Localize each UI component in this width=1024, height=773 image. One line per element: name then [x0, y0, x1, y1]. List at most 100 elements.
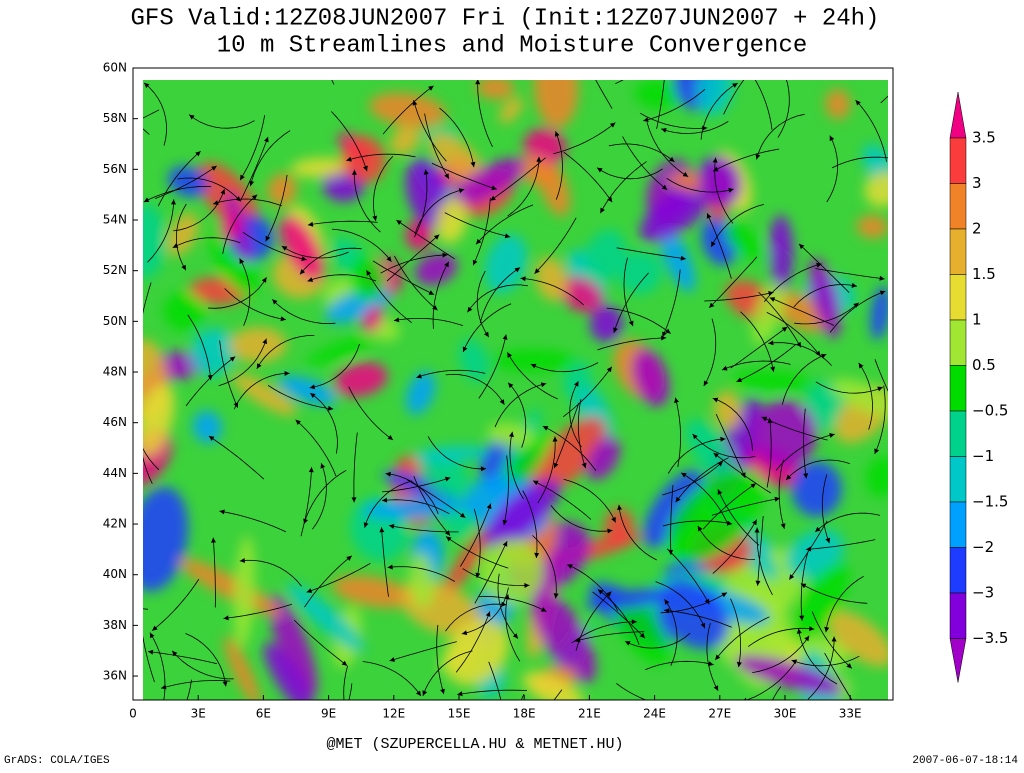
streamline	[708, 256, 758, 309]
streamline	[172, 237, 241, 249]
field-blob	[589, 305, 624, 343]
streamline	[712, 148, 780, 172]
streamline	[785, 459, 850, 481]
streamline	[473, 508, 481, 579]
stream-arrow	[423, 169, 429, 175]
field-blob	[484, 234, 527, 294]
stream-arrow	[171, 199, 176, 205]
stream-arrow	[799, 615, 805, 621]
streamline	[413, 169, 428, 238]
streamline	[265, 174, 288, 242]
stream-arrow	[820, 353, 827, 359]
streamline	[490, 157, 546, 201]
field-blob	[696, 80, 734, 116]
stream-arrow	[152, 625, 158, 631]
streamline	[670, 484, 674, 555]
streamline	[348, 386, 394, 441]
stream-arrow	[189, 114, 195, 120]
y-tick-label: 56N	[103, 162, 127, 176]
streamline	[445, 536, 509, 569]
streamline	[766, 312, 821, 357]
streamline	[757, 515, 764, 586]
streamline	[569, 381, 582, 448]
streamline	[756, 527, 773, 596]
stream-arrow	[530, 363, 537, 369]
field-blob	[870, 285, 888, 341]
stream-arrow	[704, 598, 710, 605]
streamline	[503, 455, 509, 526]
field-blob	[341, 135, 386, 184]
stream-arrow	[235, 196, 241, 202]
stream-arrow	[680, 255, 686, 261]
streamline	[346, 153, 416, 161]
stream-arrow	[233, 402, 239, 408]
streamline	[304, 555, 353, 608]
colorbar-label: 0.5	[972, 356, 996, 374]
streamline	[300, 467, 312, 537]
streamline	[457, 689, 528, 695]
colorbar-label: −3.5	[972, 629, 1008, 647]
stream-arrow	[341, 660, 348, 666]
streamline	[798, 243, 850, 293]
stream-arrow	[755, 580, 761, 586]
stream-arrow	[914, 45, 919, 51]
streamline	[386, 234, 440, 282]
streamline	[534, 217, 577, 274]
stream-arrow	[264, 136, 269, 143]
streamline	[388, 525, 459, 533]
colorbar-label: 3	[972, 174, 982, 192]
streamline	[219, 340, 239, 408]
colorbar-bin	[949, 319, 967, 366]
stream-arrow	[662, 331, 667, 337]
stream-arrow	[381, 497, 388, 503]
stream-arrow	[372, 215, 378, 221]
stream-arrow	[444, 476, 451, 482]
streamline	[550, 505, 613, 532]
field-blob	[269, 594, 318, 698]
stream-arrow	[524, 583, 530, 588]
streamline	[497, 573, 519, 639]
y-tick-label: 44N	[103, 466, 127, 480]
stream-arrow	[387, 564, 393, 570]
stream-arrow	[625, 641, 631, 646]
field-blob	[224, 636, 261, 700]
streamline	[680, 472, 728, 524]
subtitle: 10 m Streamlines and Moisture Convergenc…	[217, 32, 808, 59]
stream-arrow	[220, 189, 226, 195]
stream-arrow	[349, 729, 354, 735]
stream-arrow	[307, 221, 314, 227]
streamline	[730, 326, 788, 369]
streamline	[472, 197, 491, 266]
stream-arrow	[628, 320, 634, 327]
field-blob	[639, 184, 711, 243]
stream-arrow	[754, 527, 760, 533]
streamline	[177, 177, 241, 202]
streamline	[381, 527, 389, 597]
field-blob	[734, 655, 844, 695]
field-blob	[429, 133, 486, 185]
stream-arrow	[486, 503, 492, 510]
colorbar-bin	[949, 501, 967, 548]
streamline	[436, 624, 445, 695]
streamline	[777, 80, 790, 138]
streamline	[353, 432, 358, 503]
stream-arrow	[661, 335, 667, 341]
streamline	[692, 433, 756, 459]
streamline	[563, 478, 616, 523]
stream-arrow	[664, 608, 670, 614]
stream-arrow	[444, 173, 449, 179]
stream-arrow	[484, 331, 489, 338]
colorbar-cap	[949, 638, 967, 683]
streamline	[149, 632, 166, 700]
streamline	[143, 456, 153, 484]
streamline	[366, 270, 413, 324]
colorbar-label: 2	[972, 220, 982, 238]
streamline	[242, 231, 307, 261]
field-blob	[483, 478, 561, 549]
streamline	[509, 431, 524, 500]
stream-arrow	[514, 267, 521, 273]
stream-arrow	[222, 681, 228, 687]
colorbar-label: −0.5	[972, 402, 1008, 420]
field-blob	[408, 552, 435, 608]
